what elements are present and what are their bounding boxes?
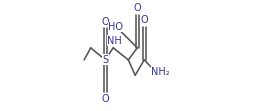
Text: O: O <box>140 15 148 25</box>
Text: O: O <box>133 3 141 13</box>
Text: S: S <box>102 55 108 65</box>
Text: NH: NH <box>107 36 122 46</box>
Text: NH₂: NH₂ <box>151 67 170 77</box>
Text: O: O <box>102 94 109 104</box>
Text: HO: HO <box>109 22 124 32</box>
Text: O: O <box>102 17 109 27</box>
